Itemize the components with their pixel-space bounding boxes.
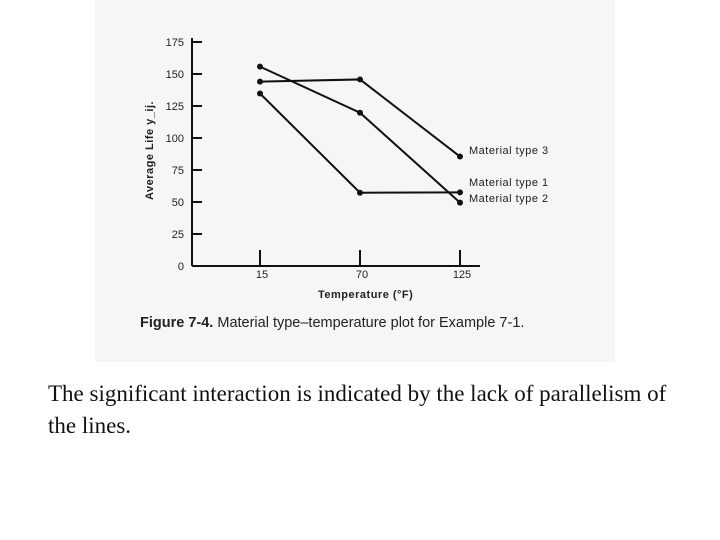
y-axis-label: Average Life y_ij. (144, 101, 156, 200)
y-tick-label: 50 (172, 197, 184, 209)
legend-entry: Material type 2 (469, 193, 549, 205)
data-point (257, 78, 263, 85)
y-tick-label: 75 (172, 165, 184, 177)
y-tick-label: 150 (166, 69, 184, 81)
y-tick-label: 125 (166, 101, 184, 113)
body-text: The significant interaction is indicated… (48, 381, 667, 438)
data-point (257, 90, 263, 97)
y-tick-label: 100 (166, 133, 184, 145)
data-point (357, 189, 363, 196)
data-point (357, 76, 363, 83)
x-tick-label: 70 (356, 269, 368, 281)
x-axis-label: Temperature (°F) (318, 289, 413, 301)
x-tick-label: 15 (256, 269, 268, 281)
caption-text: Material type–temperature plot for Examp… (217, 315, 525, 331)
scanned-figure (95, 0, 615, 362)
y-tick-label: 25 (172, 229, 184, 241)
data-point (457, 189, 463, 196)
interaction-chart: 0 25 50 75 100 125 150 175 15 70 125 Material type … (144, 37, 549, 301)
series-line-3 (259, 78, 461, 158)
legend-entry: Material type 1 (469, 177, 549, 189)
legend-entry: Material type 3 (469, 145, 549, 157)
data-point (257, 63, 263, 70)
x-tick-label: 125 (453, 269, 471, 281)
y-tick-label: 175 (166, 37, 184, 49)
figure-caption: Figure 7-4. Material type–temperature pl… (140, 314, 590, 332)
data-point (457, 153, 463, 160)
figure-label: Figure 7-4. (140, 315, 214, 331)
series-line-1 (259, 92, 461, 194)
data-point (457, 199, 463, 206)
data-point (357, 109, 363, 116)
y-tick-label: 0 (178, 261, 184, 273)
